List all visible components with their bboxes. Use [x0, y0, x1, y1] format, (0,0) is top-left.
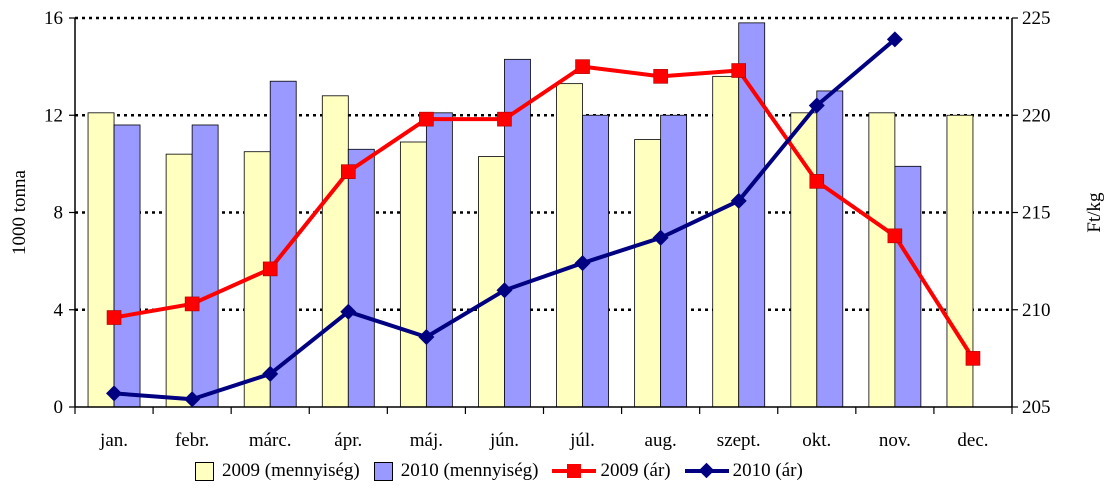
legend-swatch-bar-2010: [373, 461, 393, 481]
point-2010-ar: [496, 282, 513, 299]
bar-2010mennyisg-8: [738, 22, 766, 408]
x-tick-label: jan.: [99, 430, 128, 451]
x-tick-label: máj.: [410, 430, 443, 451]
y-tick-label-right: 215: [1022, 203, 1051, 224]
y-axis-title-left: 1000 tonna: [9, 169, 30, 255]
point-2009-ar: [809, 174, 825, 189]
y-tick-label-right: 225: [1022, 8, 1051, 29]
legend-swatch-line-2010: [684, 461, 729, 481]
point-2009-ar: [262, 261, 278, 277]
point-2010-ar: [886, 31, 903, 48]
point-2009-ar: [575, 59, 590, 74]
point-2009-ar: [653, 69, 668, 84]
y-tick-label-right: 210: [1022, 300, 1051, 321]
bars: [87, 22, 974, 408]
line-2009r: [113, 64, 975, 360]
legend-label-bar-2009: 2009 (mennyiség): [222, 460, 360, 481]
y-tick-label-right: 205: [1022, 397, 1051, 418]
point-2009-ar: [965, 351, 981, 366]
y-tick-label-left: 12: [44, 105, 63, 126]
bar-2009mennyisg-3: [321, 95, 349, 408]
x-tick-label: ápr.: [334, 430, 362, 451]
bar-2009mennyisg-8: [712, 75, 740, 408]
bar-2009mennyisg-6: [556, 83, 583, 408]
legend-item-line-2009: 2009 (ár): [552, 460, 671, 482]
chart-svg: 0 4 8 12 16 205 210 215 220 225 jan. febr. márc. ápr.…: [9, 8, 1105, 451]
x-tick-label: jún.: [489, 430, 519, 451]
tick-labels: 0 4 8 12 16 205 210 215 220 225 jan. febr. márc. ápr.…: [9, 8, 1105, 451]
x-tick-label: dec.: [957, 430, 988, 451]
x-tick-label: febr.: [175, 430, 209, 451]
bar-2010mennyisg-7: [660, 114, 688, 408]
point-2010-ar: [418, 328, 435, 345]
x-tick-label: márc.: [249, 430, 292, 451]
point-2009-ar: [106, 310, 122, 325]
point-2009-ar: [497, 111, 512, 127]
legend-swatch-line-2009: [552, 461, 597, 481]
gridlines: [75, 16, 1012, 311]
bar-2009mennyisg-10: [868, 112, 896, 408]
point-2010-ar: [730, 192, 747, 209]
line-series: [106, 31, 981, 408]
y-tick-label-left: 8: [54, 203, 64, 224]
point-2009-ar: [184, 296, 200, 312]
bar-2009mennyisg-1: [165, 153, 193, 408]
bar-2009mennyisg-5: [478, 156, 505, 408]
bar-2010mennyisg-4: [425, 112, 453, 408]
y-tick-label-left: 4: [54, 300, 64, 321]
point-2010-ar: [262, 365, 279, 382]
point-2010-ar: [106, 385, 123, 402]
bar-2010mennyisg-0: [113, 124, 141, 408]
bar-2010mennyisg-10: [894, 165, 922, 408]
y-tick-label-left: 16: [44, 8, 63, 29]
point-2009-ar: [887, 228, 903, 244]
legend-item-bar-2010: 2010 (mennyiség): [373, 460, 539, 482]
x-tick-label: júl.: [569, 430, 595, 451]
legend-label-line-2010: 2010 (ár): [732, 460, 803, 481]
bar-2010mennyisg-9: [816, 90, 844, 408]
y-tick-label-right: 220: [1022, 105, 1051, 126]
point-2010-ar: [652, 229, 669, 246]
x-tick-label: szept.: [717, 430, 761, 451]
point-2009-ar: [419, 111, 434, 127]
bar-2010mennyisg-1: [191, 124, 219, 408]
bar-2009mennyisg-4: [399, 141, 427, 408]
point-2010-ar: [574, 255, 591, 272]
bar-2009mennyisg-7: [634, 139, 662, 408]
legend-item-bar-2009: 2009 (mennyiség): [195, 460, 360, 482]
y-axis-title-right: Ft/kg: [1084, 192, 1105, 233]
point-2009-ar: [340, 164, 356, 179]
axes: [69, 17, 1018, 414]
bar-2009mennyisg-0: [87, 112, 115, 408]
bar-2010mennyisg-3: [347, 148, 375, 408]
point-2010-ar: [184, 391, 201, 408]
legend: 2009 (mennyiség) 2010 (mennyiség) 2009 (…: [0, 458, 1116, 490]
legend-swatch-bar-2009: [195, 461, 214, 481]
bar-2009mennyisg-9: [790, 112, 818, 408]
x-tick-label: aug.: [645, 430, 677, 451]
y-tick-label-left: 0: [54, 397, 64, 418]
point-2010-ar: [808, 97, 825, 114]
x-tick-label: okt.: [802, 430, 831, 451]
legend-item-line-2010: 2010 (ár): [684, 460, 803, 482]
point-2009-ar: [731, 63, 747, 78]
point-2010-ar: [340, 303, 357, 320]
legend-label-line-2009: 2009 (ár): [600, 460, 671, 481]
legend-label-bar-2010: 2010 (mennyiség): [400, 460, 539, 481]
x-tick-label: nov.: [879, 430, 911, 451]
